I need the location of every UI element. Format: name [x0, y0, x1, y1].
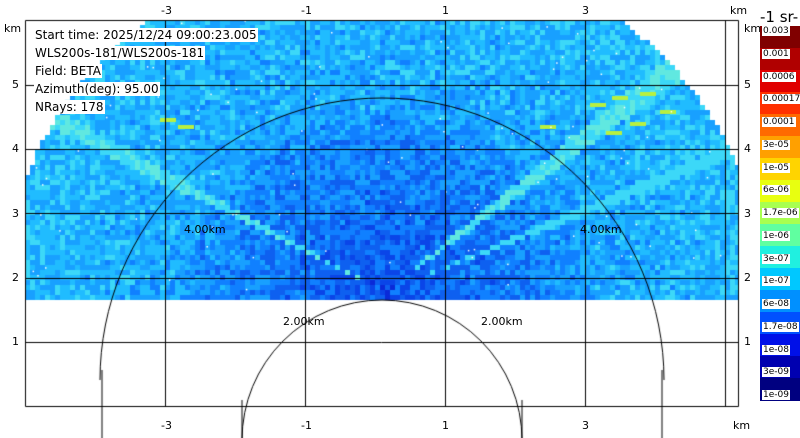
x-unit-top: km: [730, 4, 748, 17]
colorbar-label: 0.003: [762, 26, 790, 36]
colorbar-label: 1.7e-08: [762, 321, 799, 332]
colorbar-label: 1e-07: [762, 276, 790, 287]
colorbar-label: 0.001: [762, 48, 790, 59]
y-tick-right-1: 1: [744, 335, 751, 348]
nrays-text: NRays: 178: [34, 100, 105, 114]
colorbar-title: -1 sr-: [760, 8, 799, 26]
colorbar-label: 0.00017: [762, 94, 800, 105]
y-tick-left-2: 2: [12, 271, 19, 284]
device-text: WLS200s-181/WLS200s-181: [34, 46, 206, 60]
y-tick-right-2: 2: [744, 271, 751, 284]
y-tick-left-3: 3: [12, 207, 19, 220]
y-tick-left-5: 5: [12, 78, 19, 91]
y-tick-left-1: 1: [12, 335, 19, 348]
y-unit-left: km: [4, 22, 22, 35]
field-text: Field: BETA: [34, 64, 102, 78]
y-tick-right-5: 5: [744, 78, 751, 91]
ring-label-2km-right: 2.00km: [481, 315, 523, 328]
colorbar-label: 1e-06: [762, 230, 790, 241]
ring-label-2km-left: 2.00km: [283, 315, 325, 328]
colorbar-label: 0.0001: [762, 117, 796, 127]
azimuth-text: Azimuth(deg): 95.00: [34, 82, 160, 96]
colorbar-label: 1e-09: [762, 390, 790, 400]
ring-label-4km-left: 4.00km: [184, 223, 226, 236]
x-tick-top-neg3: -3: [161, 4, 172, 17]
ring-label-4km-right: 4.00km: [580, 223, 622, 236]
colorbar-label: 6e-08: [762, 299, 790, 309]
scan-info-box: Start time: 2025/12/24 09:00:23.005 WLS2…: [34, 26, 258, 116]
y-unit-right: km: [744, 22, 762, 35]
x-tick-top-3: 3: [582, 4, 589, 17]
x-tick-bottom-1: 1: [442, 419, 449, 432]
start-time-text: Start time: 2025/12/24 09:00:23.005: [34, 28, 258, 42]
colorbar-label: 3e-09: [762, 367, 790, 378]
colorbar-label: 1e-05: [762, 162, 790, 173]
colorbar-label: 1.7e-06: [762, 208, 799, 218]
colorbar-label: 0.0006: [762, 71, 796, 82]
colorbar-label: 6e-06: [762, 185, 790, 196]
colorbar-label: 3e-07: [762, 253, 790, 264]
x-unit-bottom: km: [733, 419, 751, 432]
y-tick-right-3: 3: [744, 207, 751, 220]
x-tick-bottom-3: 3: [582, 419, 589, 432]
colorbar-label: 1e-08: [762, 344, 790, 355]
x-tick-bottom-neg3: -3: [161, 419, 172, 432]
y-tick-left-4: 4: [12, 142, 19, 155]
colorbar-label: 3e-05: [762, 139, 790, 150]
x-tick-top-1: 1: [442, 4, 449, 17]
y-tick-right-4: 4: [744, 142, 751, 155]
x-tick-top-neg1: -1: [301, 4, 312, 17]
x-tick-bottom-neg1: -1: [301, 419, 312, 432]
